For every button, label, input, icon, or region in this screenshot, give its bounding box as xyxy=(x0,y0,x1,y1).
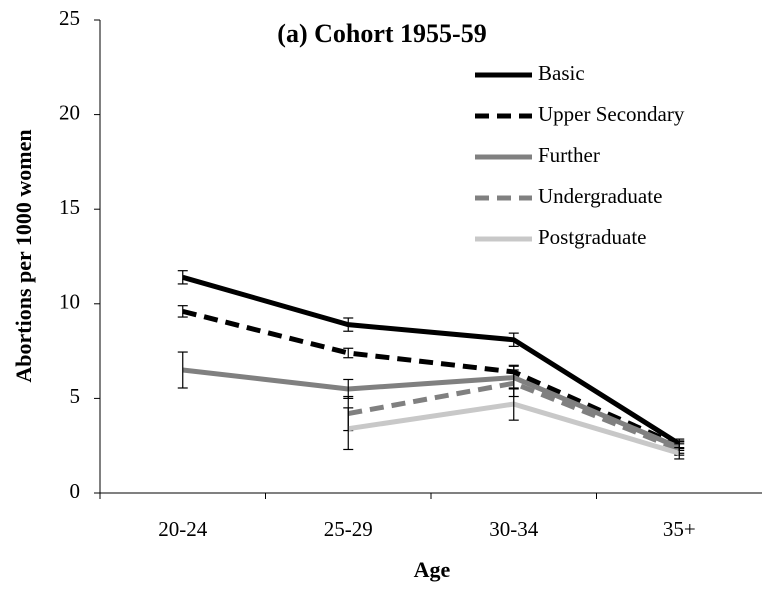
error-bar xyxy=(177,351,188,389)
legend-label: Undergraduate xyxy=(538,184,662,208)
error-bar xyxy=(674,446,685,460)
error-bar xyxy=(343,407,354,451)
legend-label: Further xyxy=(538,143,600,167)
y-axis-title: Abortions per 1000 women xyxy=(11,129,36,382)
legend-label: Upper Secondary xyxy=(538,102,685,126)
legend-label: Basic xyxy=(538,61,585,85)
error-bar xyxy=(343,347,354,359)
y-tick-label: 25 xyxy=(59,6,80,30)
x-tick-label: 20-24 xyxy=(158,517,207,541)
x-tick-label: 30-34 xyxy=(489,517,538,541)
series-line xyxy=(182,308,681,448)
chart-title: (a) Cohort 1955-59 xyxy=(277,19,486,48)
error-bar xyxy=(508,387,519,421)
y-tick-label: 10 xyxy=(59,290,80,314)
series-line xyxy=(347,380,681,452)
series-line xyxy=(182,367,681,450)
error-bar xyxy=(177,270,188,285)
y-tick-label: 0 xyxy=(70,479,81,503)
error-bar xyxy=(508,332,519,347)
x-tick-label: 25-29 xyxy=(324,517,373,541)
y-tick-label: 5 xyxy=(70,384,81,408)
y-tick-label: 20 xyxy=(59,100,80,124)
error-bar xyxy=(177,305,188,318)
x-tick-label: 35+ xyxy=(663,517,696,541)
y-tick-label: 15 xyxy=(59,195,80,219)
x-axis-title: Age xyxy=(414,557,451,582)
legend-label: Postgraduate xyxy=(538,225,646,249)
series-line xyxy=(182,274,681,446)
error-bar xyxy=(343,317,354,332)
